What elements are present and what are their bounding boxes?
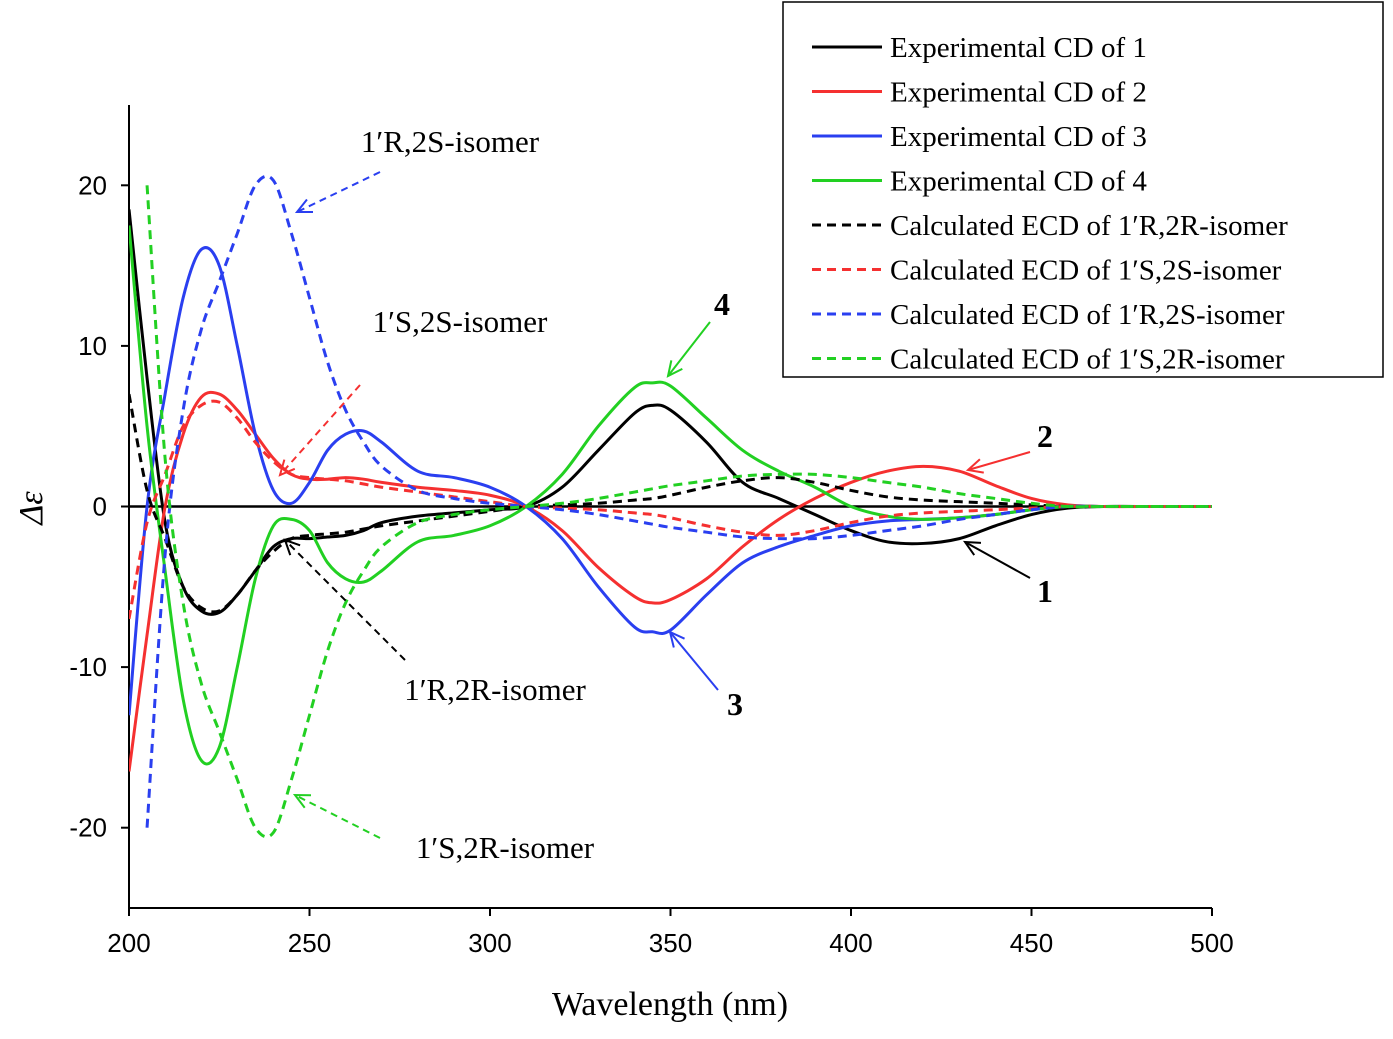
x-tick-label: 300 [468, 928, 511, 958]
annotation: 1′S,2S-isomer [373, 304, 548, 339]
arrow-head [962, 540, 982, 556]
annotation-arrow [284, 539, 406, 661]
annotation-arrow [294, 794, 381, 839]
x-tick-label: 350 [649, 928, 692, 958]
x-tick-label: 250 [288, 928, 331, 958]
arrow-head [292, 793, 312, 809]
annotation: 4 [714, 286, 730, 322]
x-axis-label: Wavelength (nm) [552, 986, 788, 1023]
series-line [129, 225, 1212, 766]
annotation-arrow [667, 321, 711, 377]
legend-label: Calculated ECD of 1′S,2S-isomer [890, 255, 1282, 287]
annotation: 1′R,2S-isomer [361, 124, 540, 159]
annotation: 1′R,2R-isomer [404, 672, 586, 707]
arrow-head [965, 458, 984, 474]
annotation-arrow [279, 384, 361, 476]
plot-area [129, 174, 1212, 839]
legend-label: Experimental CD of 2 [890, 77, 1147, 109]
arrow-head [294, 198, 314, 214]
y-tick-label: -20 [69, 813, 107, 843]
legend-label: Experimental CD of 1 [890, 32, 1147, 64]
y-tick-label: 10 [78, 331, 107, 361]
y-axis-label: Δε [13, 491, 50, 527]
arrow-head [668, 630, 685, 648]
annotation: 1′S,2R-isomer [416, 830, 595, 865]
x-tick-label: 200 [107, 928, 150, 958]
annotation: 1 [1037, 573, 1053, 609]
annotation-arrow [669, 631, 719, 691]
legend-label: Experimental CD of 4 [890, 166, 1147, 198]
legend-label: Calculated ECD of 1′R,2R-isomer [890, 210, 1288, 242]
x-tick-label: 450 [1010, 928, 1053, 958]
y-tick-label: 20 [78, 170, 107, 200]
legend-label: Experimental CD of 3 [890, 121, 1147, 153]
y-tick-label: -10 [69, 652, 107, 682]
annotation: 2 [1037, 418, 1053, 454]
legend-label: Calculated ECD of 1′S,2R-isomer [890, 344, 1285, 376]
arrow-head [278, 459, 296, 477]
x-tick-label: 400 [829, 928, 872, 958]
legend-label: Calculated ECD of 1′R,2S-isomer [890, 299, 1285, 331]
annotation: 3 [727, 686, 743, 722]
legend-box [782, 1, 1384, 378]
x-tick-label: 500 [1190, 928, 1233, 958]
y-tick-label: 0 [93, 492, 107, 522]
series-line [145, 185, 1212, 839]
annotation-arrow [964, 541, 1031, 579]
annotation-arrow [967, 451, 1031, 471]
arrow-head [666, 360, 683, 378]
arrow-head [283, 538, 301, 556]
annotation-arrow [296, 171, 381, 213]
